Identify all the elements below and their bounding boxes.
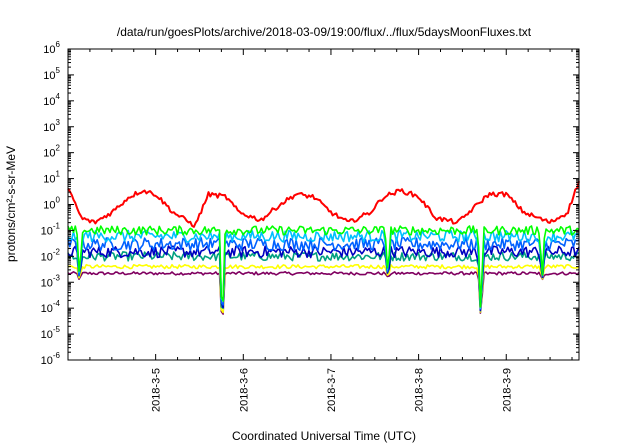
x-tick-label: 2018-3-6	[238, 368, 250, 412]
y-tick-label: 103	[43, 118, 60, 134]
series-line	[67, 271, 580, 315]
series-line	[67, 229, 580, 309]
x-tick-label: 2018-3-8	[414, 368, 426, 412]
y-tick-label: 100	[43, 196, 60, 212]
y-axis: 10-6 10-5 10-4 10-3 10-2 10-1 100 101 102 103 104 1…	[41, 40, 579, 367]
y-tick-label: 10-5	[41, 325, 61, 341]
x-tick-label: 2018-3-7	[326, 368, 338, 412]
y-tick-label: 10-6	[41, 351, 61, 367]
y-tick-label: 106	[43, 40, 60, 56]
y-axis-label: protons/cm²-s-sr-MeV	[4, 146, 18, 262]
chart-title: /data/run/goesPlots/archive/2018-03-09/1…	[117, 25, 532, 39]
y-tick-label: 104	[43, 92, 60, 108]
y-tick-label: 10-4	[41, 299, 61, 315]
y-tick-label: 10-2	[41, 247, 61, 263]
y-tick-label: 105	[43, 66, 60, 82]
series-line	[67, 251, 580, 312]
plot-lines	[67, 180, 580, 315]
x-axis: 2018-3-5 2018-3-6 2018-3-7 2018-3-8 2018-3-9	[89, 49, 573, 412]
series-line	[67, 236, 580, 310]
x-tick-label: 2018-3-9	[501, 368, 513, 412]
series-line	[67, 263, 580, 314]
x-tick-label: 2018-3-5	[151, 368, 163, 412]
x-axis-label: Coordinated Universal Time (UTC)	[232, 429, 416, 443]
y-tick-label: 101	[43, 170, 60, 186]
y-tick-label: 10-3	[41, 273, 61, 289]
series-line	[67, 225, 580, 308]
y-tick-label: 102	[43, 144, 60, 160]
y-tick-label: 10-1	[41, 221, 61, 237]
series-line	[67, 245, 580, 312]
series-line	[67, 180, 580, 228]
